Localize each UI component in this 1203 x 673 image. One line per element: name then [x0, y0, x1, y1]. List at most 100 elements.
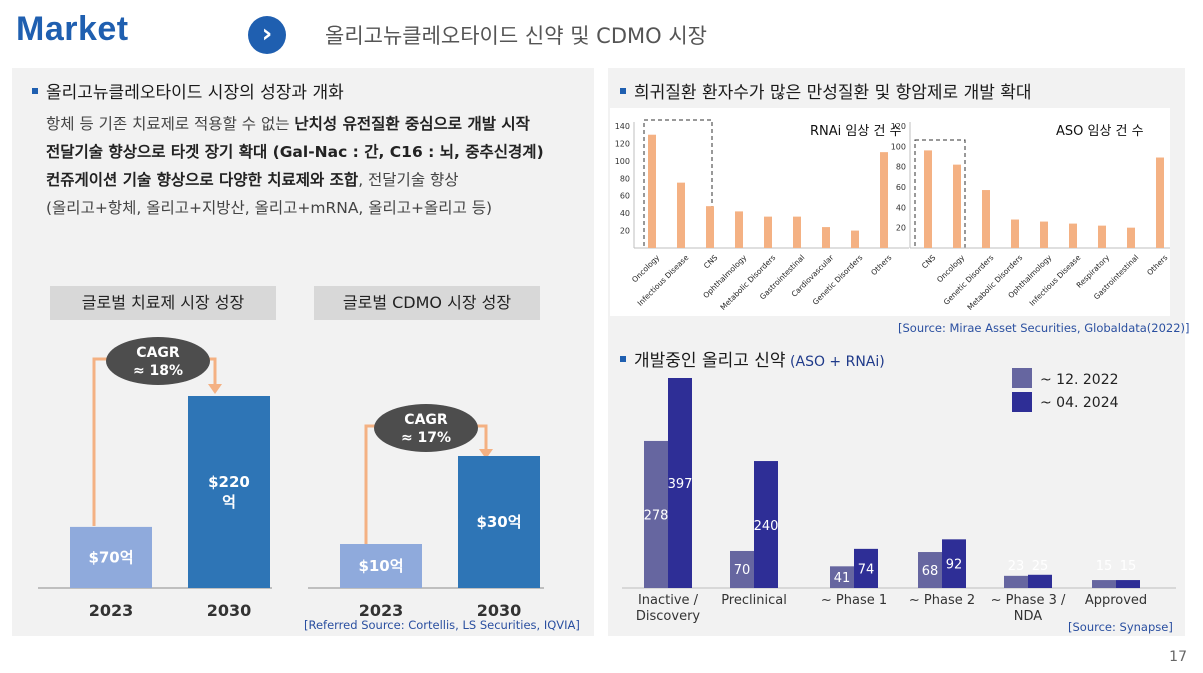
cdmo-year-label: 2030 — [477, 601, 522, 620]
aso-category-label: Others — [1145, 253, 1169, 277]
pipeline-bar-2022 — [1004, 575, 1028, 588]
rnai-bar — [706, 206, 714, 248]
pipeline-bar-2022 — [730, 550, 754, 588]
market-bar-label: $220 — [208, 473, 250, 491]
cdmo-year-label: 2023 — [359, 601, 404, 620]
legend-2022-swatch — [1012, 368, 1032, 388]
rnai-bar — [880, 152, 888, 248]
pipeline-value-label: 397 — [668, 477, 693, 492]
cdmo-cagr-line2: ≈ 17% — [401, 430, 451, 446]
pipeline-value-label: 15 — [1120, 559, 1137, 574]
body-line-4: (올리고+항체, 올리고+지방산, 올리고+mRNA, 올리고+올리고 등) — [46, 199, 493, 217]
pipeline-value-label: 240 — [754, 519, 779, 534]
market-cagr-bubble — [106, 337, 210, 385]
left-body: 항체 등 기존 치료제로 적용할 수 없는 난치성 유전질환 중심으로 개발 시… — [46, 112, 544, 224]
page-number: 17 — [1169, 649, 1187, 665]
bullet-icon — [620, 88, 626, 94]
aso-bar — [1040, 221, 1048, 248]
cdmo-cagr-bubble — [374, 404, 478, 452]
cdmo-bar-label: $10억 — [358, 557, 403, 575]
aso-bar — [982, 190, 990, 248]
pipeline-value-label: 278 — [644, 508, 669, 523]
aso-bar — [1127, 227, 1135, 248]
rnai-title: RNAi 임상 건 수 — [810, 124, 902, 139]
pipeline-category-label: Approved — [1085, 593, 1147, 608]
aso-title: ASO 임상 건 수 — [1056, 124, 1144, 139]
pipeline-category-label: Inactive / — [638, 593, 699, 608]
cdmo-arrowhead-icon — [479, 449, 493, 459]
pipeline-value-label: 74 — [858, 562, 875, 577]
pipeline-category-label: ~ Phase 1 — [821, 593, 887, 608]
rnai-ytick: 100 — [615, 157, 630, 166]
pipeline-bar-2024 — [1028, 574, 1052, 588]
right-heading2-sub: (ASO + RNAi) — [785, 354, 885, 370]
aso-bar — [1098, 225, 1106, 248]
pipeline-value-label: 92 — [946, 558, 963, 573]
pipeline-bar-2022 — [918, 552, 942, 588]
rnai-ytick: 60 — [620, 192, 630, 201]
body-line-2: 전달기술 향상으로 타겟 장기 확대 (Gal-Nac : 간, C16 : 뇌… — [46, 143, 544, 161]
rnai-category-label: CNS — [702, 253, 720, 271]
rnai-bar — [851, 230, 859, 248]
pipeline-value-label: 23 — [1008, 559, 1025, 574]
right-heading2-text: 개발중인 올리고 신약 — [634, 351, 786, 371]
rnai-bar — [822, 227, 830, 248]
market-year-label: 2030 — [207, 601, 252, 620]
rnai-category-label: Infectious Disease — [636, 253, 691, 308]
market-bar-label: 억 — [222, 493, 236, 511]
aso-ytick: 120 — [891, 122, 906, 131]
market-cagr-line1: CAGR — [136, 345, 180, 361]
pipeline-bar-2022 — [644, 440, 668, 588]
legend-2024-swatch — [1012, 392, 1032, 412]
rnai-category-label: Others — [869, 253, 893, 277]
legend-2022-label: ~ 12. 2022 — [1040, 372, 1119, 388]
right-source-1: [Source: Mirae Asset Securities, Globald… — [898, 321, 1190, 335]
pipeline-bar-2024 — [854, 548, 878, 588]
pipeline-bar-2024 — [668, 378, 692, 588]
right-section-heading-1: 희귀질환 환자수가 많은 만성질환 및 항암제로 개발 확대 — [620, 78, 1032, 103]
clinical-charts: RNAi 임상 건 수 ASO 임상 건 수 20 40 60 80 100 120 140… — [615, 119, 1170, 312]
market-bar-2030 — [188, 396, 270, 588]
rnai-bar — [764, 216, 772, 248]
pipeline-category-label: ~ Phase 3 / — [991, 593, 1066, 608]
page-title: Market — [16, 10, 129, 48]
aso-category-label: Infectious Disease — [1028, 253, 1083, 308]
market-bar-charts: CAGR ≈ 18% CAGR ≈ 17% $70억2023$220억2030$… — [38, 337, 544, 620]
cdmo-bar-2023 — [340, 544, 422, 588]
rnai-category-label: Metabolic Disorders — [718, 253, 777, 312]
aso-ytick: 40 — [896, 203, 906, 212]
aso-category-label: Genetic Disorders — [942, 253, 996, 307]
body-line-3: 컨쥬게이션 기술 향상으로 다양한 치료제와 조합, 전달기술 향상 — [46, 171, 459, 189]
pipeline-chart: ~ 12. 2022 ~ 04. 2024 278 397 Inactive /Di… — [622, 368, 1176, 624]
pipeline-category-label: ~ Phase 2 — [909, 593, 975, 608]
right-heading1-text: 희귀질환 환자수가 많은 만성질환 및 항암제로 개발 확대 — [634, 83, 1032, 103]
market-bar-label: $70억 — [88, 548, 133, 566]
legend-2024-label: ~ 04. 2024 — [1040, 395, 1119, 411]
cdmo-cagr-line1: CAGR — [404, 412, 448, 428]
left-bars-group: $70억 2023 $220 억 2030 $10억 2023 $30억 2030 — [70, 396, 540, 620]
aso-bar — [1156, 157, 1164, 248]
bullet-icon — [620, 356, 626, 362]
rnai-bar — [735, 211, 743, 248]
aso-category-label: CNS — [920, 253, 938, 271]
clinical-charts-panel — [610, 108, 1170, 316]
aso-category-label: Metabolic Disorders — [965, 253, 1024, 312]
market-bar-2023 — [70, 526, 152, 588]
rnai-bar — [793, 216, 801, 248]
aso-ytick: 60 — [896, 183, 906, 192]
rnai-ytick: 20 — [620, 227, 630, 236]
market-arrowhead-icon — [208, 384, 222, 394]
pipeline-category-label: Discovery — [636, 609, 701, 624]
aso-ytick: 20 — [896, 224, 906, 233]
market-year-label: 2023 — [89, 601, 134, 620]
aso-bar — [953, 164, 961, 248]
pipeline-bar-2024 — [754, 461, 778, 588]
rnai-ytick: 40 — [620, 209, 630, 218]
bullet-icon — [32, 88, 38, 94]
pipeline-category-label: Preclinical — [721, 593, 787, 608]
cdmo-growth-label: 글로벌 CDMO 시장 성장 — [314, 286, 540, 320]
pipeline-value-label: 25 — [1032, 559, 1049, 574]
chevron-right-icon: › — [248, 16, 286, 54]
aso-ytick: 80 — [896, 163, 906, 172]
body-line-1: 항체 등 기존 치료제로 적용할 수 없는 난치성 유전질환 중심으로 개발 시… — [46, 115, 530, 133]
